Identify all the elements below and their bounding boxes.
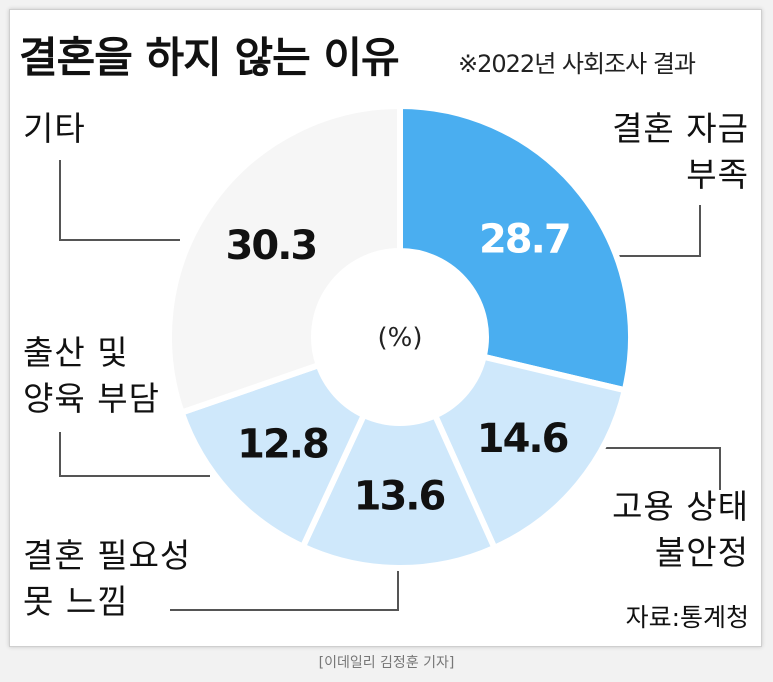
chart-subtitle: ※2022년 사회조사 결과	[458, 50, 696, 78]
leader-line-childcare	[59, 432, 210, 477]
slice-employment	[432, 353, 628, 551]
slice-no-need	[299, 412, 498, 571]
label-employment: 고용 상태 불안정	[612, 484, 749, 576]
label-wedding-funds-line1: 결혼 자금	[612, 109, 749, 148]
label-no-need-line1: 결혼 필요성	[23, 536, 192, 575]
label-childcare-line2: 양육 부담	[23, 379, 160, 418]
chart-title: 결혼을 하지 않는 이유	[19, 33, 400, 82]
leader-line-other	[59, 160, 180, 241]
value-label-no-need: 13.6	[354, 473, 445, 519]
label-no-need: 결혼 필요성 못 느낌	[23, 533, 191, 625]
source-note: 자료:통계청	[625, 603, 749, 632]
label-other: 기타	[23, 106, 86, 152]
value-label-other: 30.3	[226, 223, 317, 269]
label-childcare: 출산 및 양육 부담	[23, 330, 160, 422]
leader-line-employment	[570, 447, 721, 490]
value-label-employment: 14.6	[477, 416, 568, 462]
donut-hole	[316, 253, 484, 421]
slice-other	[166, 103, 403, 416]
slice-wedding-funds	[397, 103, 634, 394]
label-childcare-line1: 출산 및	[23, 333, 129, 372]
value-label-childcare: 12.8	[237, 421, 328, 467]
slice-childcare	[178, 362, 367, 550]
center-unit-label: (%)	[378, 323, 423, 353]
label-employment-line1: 고용 상태	[612, 487, 749, 526]
label-employment-line2: 불안정	[654, 533, 749, 572]
photo-credit: [이데일리 김정훈 기자]	[318, 655, 455, 671]
label-wedding-funds-line2: 부족	[686, 155, 749, 194]
leader-line-wedding-funds	[610, 205, 701, 257]
leader-line-no-need	[170, 560, 399, 611]
label-no-need-line2: 못 느낌	[23, 582, 129, 621]
label-wedding-funds: 결혼 자금 부족	[612, 106, 749, 198]
label-other-line1: 기타	[23, 109, 86, 148]
value-label-wedding-funds: 28.7	[479, 217, 570, 263]
